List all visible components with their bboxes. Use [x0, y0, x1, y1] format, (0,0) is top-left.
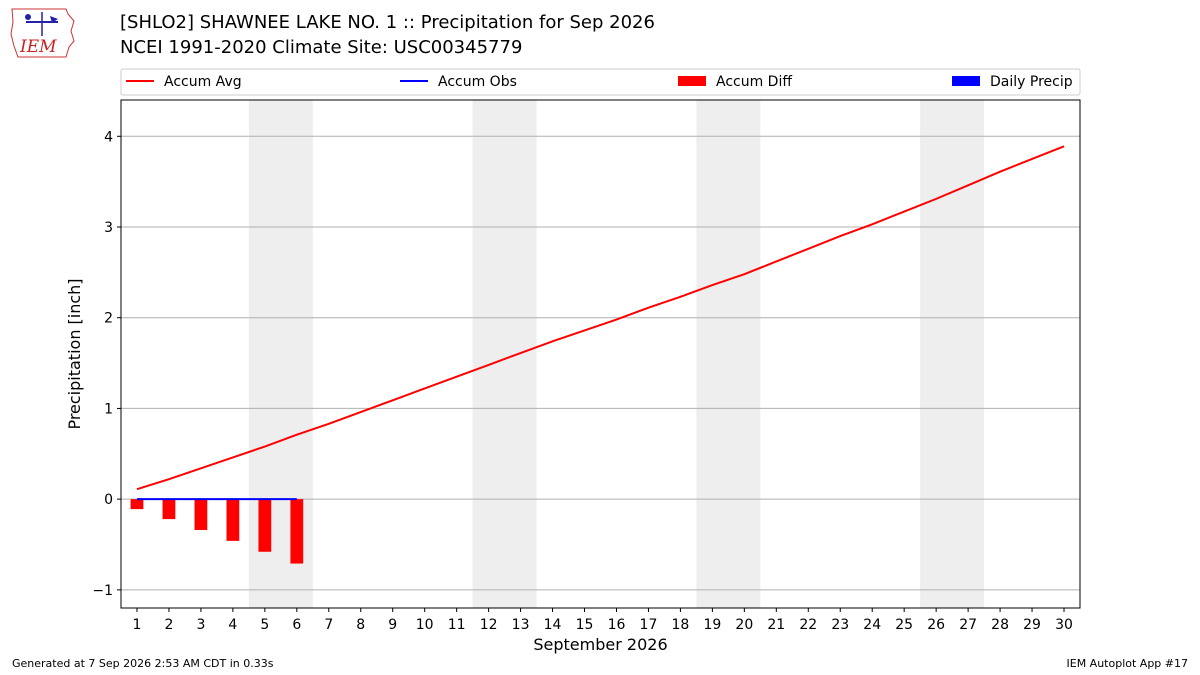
- x-tick-label: 30: [1055, 617, 1073, 633]
- y-tick-label: 4: [104, 129, 113, 145]
- y-tick-label: −1: [92, 583, 113, 599]
- legend-label: Accum Diff: [716, 74, 792, 90]
- x-tick-label: 9: [388, 617, 397, 633]
- x-tick-label: 13: [512, 617, 530, 633]
- x-tick-label: 23: [831, 617, 849, 633]
- x-tick-label: 27: [959, 617, 977, 633]
- iem-logo: IEM: [10, 8, 75, 58]
- weekend-shade: [696, 100, 761, 608]
- x-tick-label: 8: [356, 617, 365, 633]
- x-tick-label: 22: [799, 617, 817, 633]
- y-tick-label: 1: [104, 401, 113, 417]
- x-tick-label: 5: [260, 617, 269, 633]
- x-axis-label: September 2026: [533, 635, 667, 654]
- x-tick-label: 15: [576, 617, 594, 633]
- legend: Accum Avg Accum Obs Accum Diff Daily Precip: [120, 68, 1081, 96]
- legend-swatch: [952, 76, 980, 86]
- accum-diff-bar: [226, 499, 240, 541]
- x-tick-label: 3: [196, 617, 205, 633]
- autoplot-app-label: IEM Autoplot App #17: [1066, 657, 1189, 670]
- x-tick-label: 21: [767, 617, 785, 633]
- y-axis-label: Precipitation [inch]: [65, 278, 84, 429]
- plot-frame: [120, 99, 1081, 609]
- chart-title: [SHLO2] SHAWNEE LAKE NO. 1 :: Precipitat…: [120, 12, 655, 33]
- x-tick-label: 19: [703, 617, 721, 633]
- accum-avg-line: [136, 145, 1065, 491]
- x-tick-label: 4: [228, 617, 237, 633]
- y-tick-label: 2: [104, 311, 113, 327]
- accum-diff-bar: [194, 499, 208, 530]
- x-tick-label: 26: [927, 617, 945, 633]
- weekend-shade: [472, 100, 537, 608]
- x-tick-label: 10: [416, 617, 434, 633]
- x-tick-label: 6: [292, 617, 301, 633]
- x-tick-label: 1: [133, 617, 142, 633]
- x-tick-label: 16: [608, 617, 626, 633]
- chart-subtitle: NCEI 1991-2020 Climate Site: USC00345779: [120, 37, 523, 58]
- y-tick-label: 0: [104, 492, 113, 508]
- legend-swatch: [678, 76, 706, 86]
- weekend-shade: [920, 100, 985, 608]
- logo-text: IEM: [19, 37, 57, 57]
- x-tick-label: 2: [164, 617, 173, 633]
- accum-diff-bar: [130, 499, 144, 510]
- legend-label: Accum Avg: [164, 74, 242, 90]
- x-tick-label: 25: [895, 617, 913, 633]
- generated-timestamp: Generated at 7 Sep 2026 2:53 AM CDT in 0…: [12, 657, 274, 670]
- x-tick-label: 20: [735, 617, 753, 633]
- x-tick-label: 7: [324, 617, 333, 633]
- legend-label: Accum Obs: [438, 74, 517, 90]
- accum-diff-bar: [258, 499, 272, 552]
- accum-diff-bar: [290, 499, 304, 564]
- x-tick-label: 14: [544, 617, 562, 633]
- x-tick-label: 29: [1023, 617, 1041, 633]
- legend-label: Daily Precip: [990, 74, 1073, 90]
- x-tick-label: 24: [863, 617, 881, 633]
- x-tick-label: 12: [480, 617, 498, 633]
- x-tick-label: 28: [991, 617, 1009, 633]
- x-tick-label: 17: [640, 617, 658, 633]
- y-tick-label: 3: [104, 220, 113, 236]
- accum-diff-bar: [162, 499, 176, 520]
- x-tick-label: 18: [672, 617, 690, 633]
- x-tick-label: 11: [448, 617, 466, 633]
